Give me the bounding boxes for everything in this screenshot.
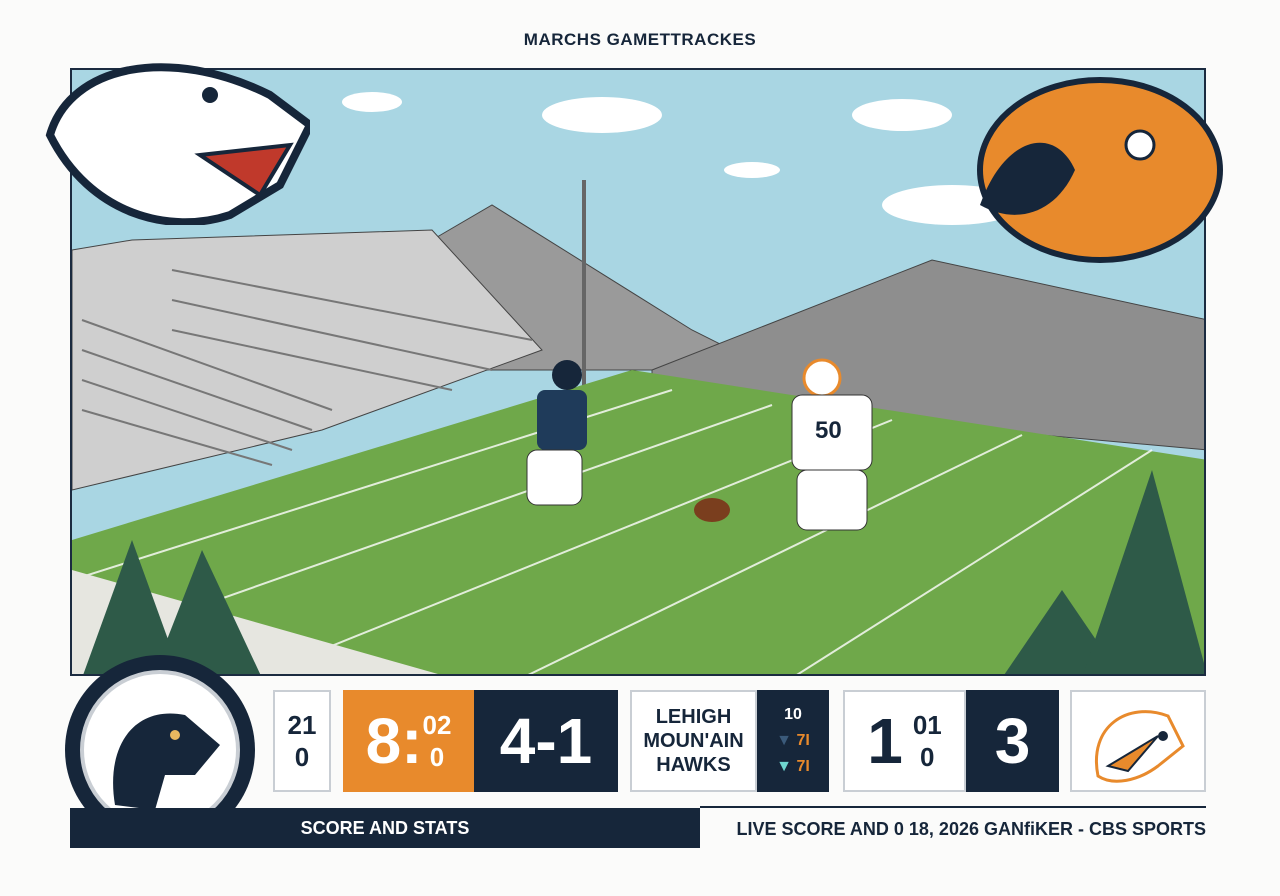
football <box>694 498 730 522</box>
white-mascot-logo-icon <box>30 45 316 227</box>
mini-top: 10 <box>784 706 802 723</box>
away-bottom: 0 <box>920 742 935 772</box>
score-cell-period: 21 0 <box>273 690 331 792</box>
orange-mascot-logo-icon <box>975 75 1225 265</box>
mini-row: 7I <box>796 732 810 749</box>
period-bottom: 0 <box>294 742 310 772</box>
team-name-line: MOUN'AIN <box>643 730 744 752</box>
score-and-stats-bar: SCORE AND STATS <box>70 808 700 848</box>
player-navy <box>526 360 587 506</box>
clock-bottom: 0 <box>429 742 445 772</box>
page-title: MARCHS GAMETTRACKES <box>523 30 757 49</box>
clock-main: 8: <box>365 705 423 777</box>
clock-top: 02 <box>422 710 452 740</box>
period-top: 21 <box>287 710 317 740</box>
jersey-number: 50 <box>815 417 842 444</box>
down-arrow-icon: ▼ <box>776 758 793 775</box>
team-name: LEHIGH MOUN'AIN HAWKS <box>630 690 757 792</box>
hawk-logo-icon <box>1070 690 1206 792</box>
team-name-line: HAWKS <box>656 754 731 776</box>
mini-stats: 10 ▼ 7I ▼ 7I <box>757 690 829 792</box>
trees <box>83 470 1204 674</box>
game-clock: 8: 02 0 <box>343 690 474 792</box>
score-home: 4-1 <box>474 690 618 792</box>
down-arrow-icon: ▼ <box>776 732 793 749</box>
score-cell-away: 1 01 0 <box>843 690 966 792</box>
live-score-caption: LIVE SCORE AND 0 18, 2026 GANfiKER - CBS… <box>700 806 1206 850</box>
team-name-line: LEHIGH <box>655 706 732 728</box>
score-away: 3 <box>966 690 1059 792</box>
away-main: 1 <box>867 705 903 777</box>
away-top: 01 <box>912 710 942 740</box>
player-white: 50 <box>694 358 873 531</box>
mini-row: 7I <box>796 758 810 775</box>
